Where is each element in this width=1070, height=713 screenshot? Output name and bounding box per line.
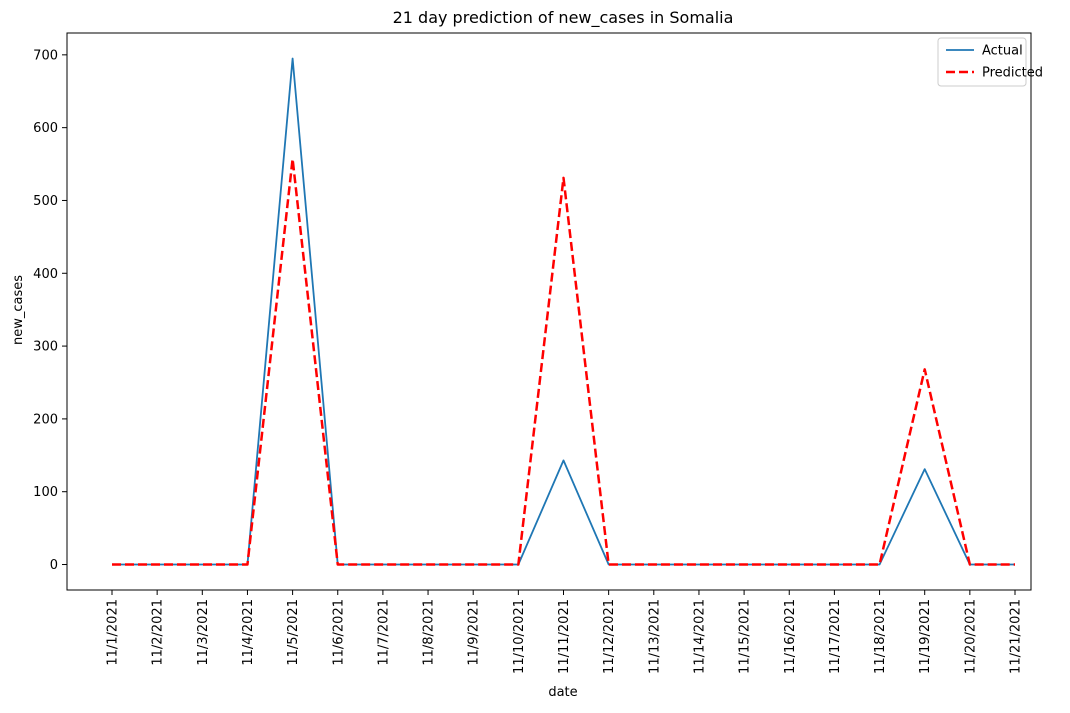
x-tick-label: 11/5/2021	[286, 599, 301, 666]
x-tick-label: 11/18/2021	[873, 599, 888, 674]
y-tick-label: 600	[33, 121, 58, 136]
x-tick-label: 11/3/2021	[196, 599, 211, 666]
y-axis-label: new_cases	[11, 275, 26, 345]
x-tick-label: 11/17/2021	[828, 599, 843, 674]
y-tick-label: 100	[33, 485, 58, 500]
x-tick-label: 11/19/2021	[918, 599, 933, 674]
y-tick-label: 700	[33, 48, 58, 63]
x-tick-label: 11/8/2021	[422, 599, 437, 666]
x-tick-label: 11/16/2021	[783, 599, 798, 674]
legend: Actual Predicted	[938, 38, 1043, 86]
x-tick-label: 11/12/2021	[602, 599, 617, 674]
x-tick-label: 11/15/2021	[738, 599, 753, 674]
y-tick-label: 0	[50, 558, 58, 573]
x-tick-label: 11/9/2021	[467, 599, 482, 666]
y-tick-label: 500	[33, 194, 58, 209]
legend-label-actual: Actual	[982, 44, 1023, 59]
x-tick-label: 11/20/2021	[963, 599, 978, 674]
x-tick-label: 11/7/2021	[376, 599, 391, 666]
x-axis-label: date	[548, 685, 577, 700]
plot-frame	[67, 33, 1031, 590]
x-tick-label: 11/1/2021	[106, 599, 121, 666]
series-line-predicted	[112, 159, 1015, 565]
x-tick-label: 11/11/2021	[557, 599, 572, 674]
x-tick-label: 11/14/2021	[692, 599, 707, 674]
y-tick-label: 300	[33, 340, 58, 355]
series-line-actual	[112, 58, 1015, 564]
y-tick-label: 200	[33, 412, 58, 427]
x-tick-label: 11/13/2021	[647, 599, 662, 674]
x-tick-label: 11/4/2021	[241, 599, 256, 666]
x-tick-label: 11/21/2021	[1009, 599, 1024, 674]
legend-label-predicted: Predicted	[982, 66, 1043, 81]
x-tick-label: 11/6/2021	[331, 599, 346, 666]
y-tick-label: 400	[33, 267, 58, 282]
x-tick-label: 11/2/2021	[151, 599, 166, 666]
plot-area: 0 100 200 300 400 500 600 700 11/1/2021 11/2/2021…	[33, 33, 1031, 674]
chart-title: 21 day prediction of new_cases in Somali…	[393, 8, 734, 28]
x-tick-label: 11/10/2021	[512, 599, 527, 674]
